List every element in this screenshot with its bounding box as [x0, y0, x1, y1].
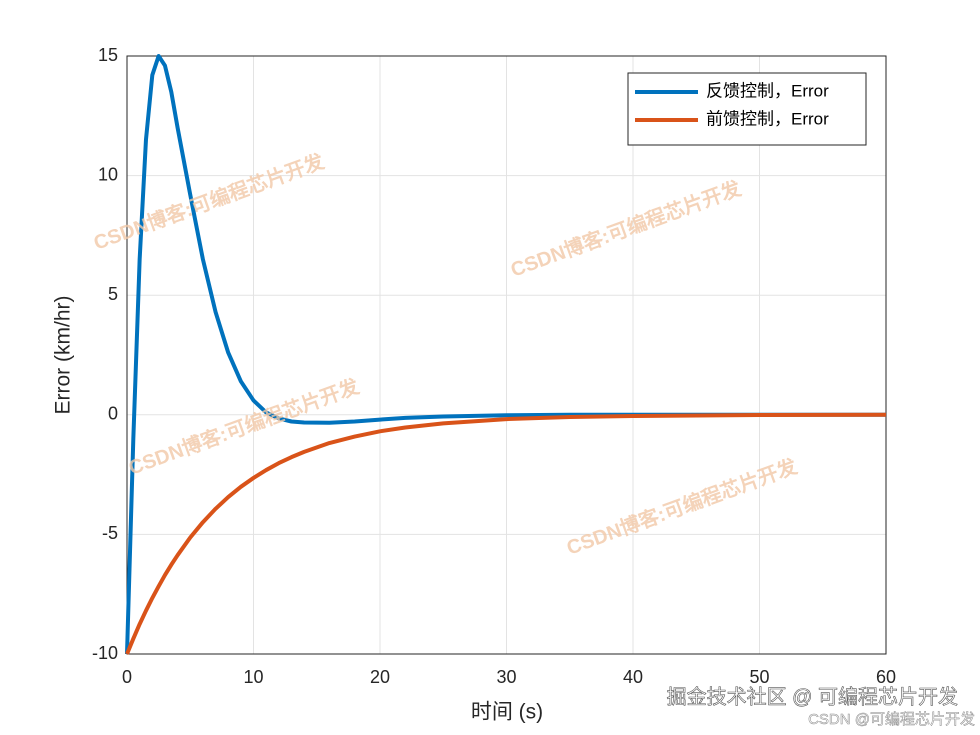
y-tick-label: 15: [98, 45, 118, 65]
x-tick-label: 0: [122, 667, 132, 687]
data-line: [125, 54, 886, 655]
x-axis-label: 时间 (s): [471, 701, 543, 724]
y-tick-label: 5: [108, 284, 118, 304]
legend-label: 反馈控制，Error: [706, 81, 829, 100]
x-tick-label: 20: [370, 667, 390, 687]
data-line: [125, 412, 887, 655]
x-tick-label: 40: [623, 667, 643, 687]
y-tick-label: -10: [92, 643, 118, 663]
plot-frame: [126, 55, 887, 655]
footer-text: 掘金技术社区 @ 可编程芯片开发: [667, 685, 958, 708]
y-tick-label: 0: [108, 404, 118, 424]
x-tick-label: 30: [496, 667, 516, 687]
y-axis-label: Error (km/hr): [52, 296, 75, 415]
x-tick-label: 50: [749, 667, 769, 687]
x-tick-label: 60: [876, 667, 896, 687]
y-tick-label: -5: [102, 523, 118, 543]
legend-box: [627, 72, 867, 146]
footer-text: CSDN @可编程芯片开发: [808, 711, 975, 728]
legend-label: 前馈控制，Error: [706, 109, 829, 128]
y-tick-label: 10: [98, 164, 118, 184]
x-tick-label: 10: [243, 667, 263, 687]
